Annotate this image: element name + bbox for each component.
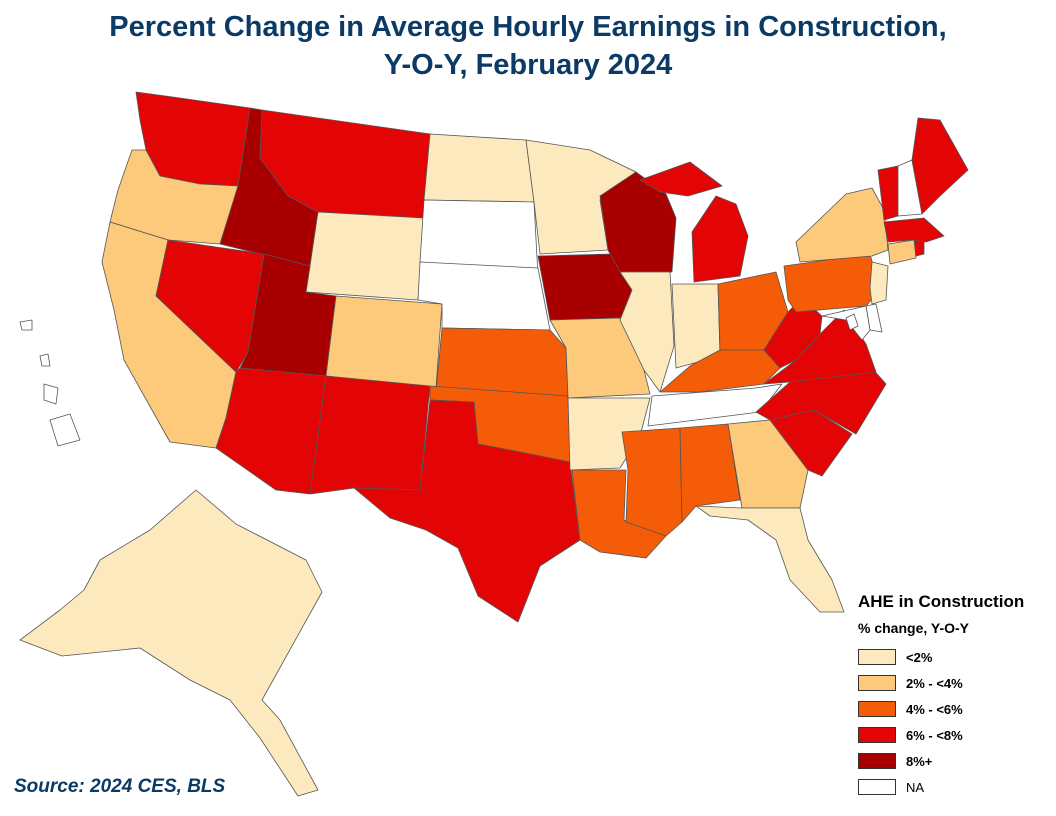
state-me — [911, 117, 969, 215]
legend-label: 4% - <6% — [906, 701, 963, 717]
legend-label: <2% — [906, 649, 933, 665]
legend-item: 6% - <8% — [858, 722, 1048, 748]
map-title: Percent Change in Average Hourly Earning… — [0, 8, 1056, 84]
legend-item: NA — [858, 774, 1048, 800]
legend-item: 2% - <4% — [858, 670, 1048, 696]
dc-marker — [845, 313, 859, 331]
title-line-2: Y-O-Y, February 2024 — [383, 49, 673, 81]
state-nj — [869, 261, 889, 305]
state-hi — [19, 319, 81, 447]
state-ga — [727, 419, 809, 509]
legend-label: 8%+ — [906, 753, 933, 769]
state-ny — [795, 187, 889, 263]
legend-swatch — [858, 649, 896, 665]
state-wi — [599, 171, 677, 273]
state-fl — [695, 505, 845, 613]
state-co — [325, 295, 443, 389]
state-nd — [423, 133, 535, 203]
state-ct — [887, 239, 917, 265]
state-ks — [435, 327, 569, 397]
legend-swatch — [858, 701, 896, 717]
legend-swatch — [858, 779, 896, 795]
legend-swatch — [858, 727, 896, 743]
state-wv — [763, 297, 823, 369]
state-tx — [353, 399, 581, 623]
state-nm — [309, 375, 431, 495]
state-mi — [639, 161, 749, 283]
state-ma — [883, 217, 945, 243]
legend-title: AHE in Construction — [858, 592, 1025, 611]
legend-label: 2% - <4% — [906, 675, 963, 691]
state-la — [571, 469, 667, 559]
legend-item: <2% — [858, 644, 1048, 670]
title-line-1: Percent Change in Average Hourly Earning… — [109, 11, 947, 43]
legend-item: 4% - <6% — [858, 696, 1048, 722]
legend-item: 8%+ — [858, 748, 1048, 774]
state-tn — [647, 383, 783, 427]
state-nv — [155, 239, 265, 373]
state-wy — [305, 211, 425, 301]
state-md — [821, 305, 871, 341]
legend-label: 6% - <8% — [906, 727, 963, 743]
legend-swatch — [858, 753, 896, 769]
legend-subtitle: % change, Y-O-Y — [858, 620, 969, 636]
state-ak — [19, 489, 323, 797]
state-mo — [549, 317, 651, 399]
legend-swatch — [858, 675, 896, 691]
state-pa — [783, 253, 881, 313]
state-ms — [621, 427, 683, 537]
source-note: Source: 2024 CES, BLS — [14, 776, 226, 797]
state-az — [215, 367, 327, 495]
state-il — [619, 271, 675, 393]
legend-label: NA — [906, 779, 925, 795]
state-al — [679, 423, 741, 523]
legend: AHE in Construction % change, Y-O-Y <2% … — [858, 592, 1048, 800]
